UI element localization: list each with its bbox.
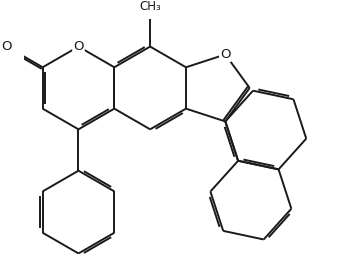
Text: O: O (73, 40, 84, 53)
Text: CH₃: CH₃ (139, 0, 161, 13)
Text: O: O (2, 40, 12, 53)
Text: O: O (220, 48, 231, 61)
